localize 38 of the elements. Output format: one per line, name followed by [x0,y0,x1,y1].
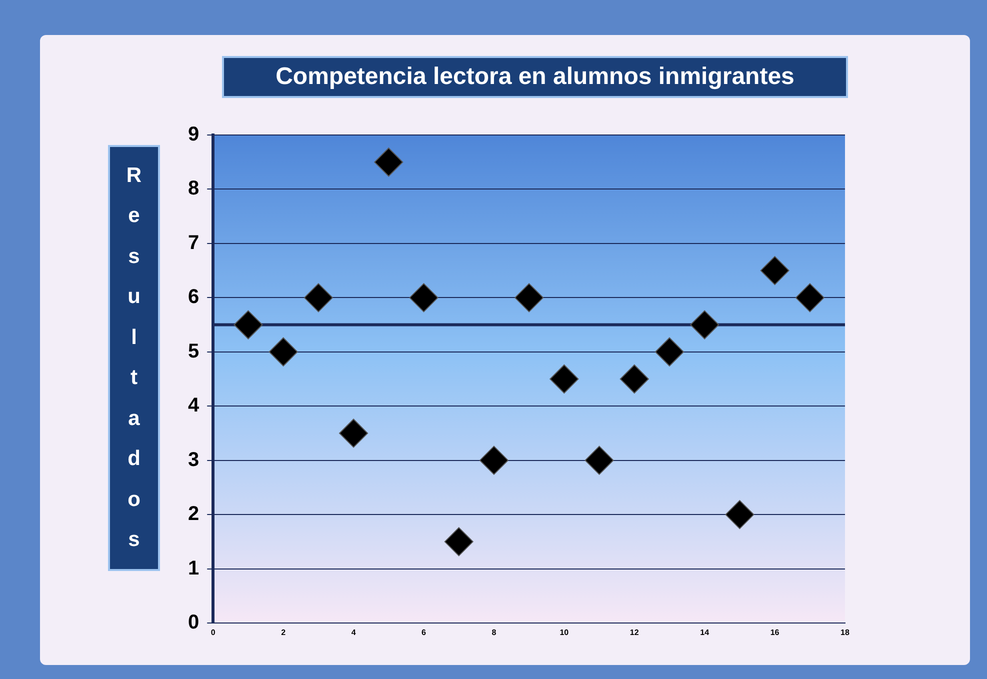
y-tick-label: 5 [188,340,200,362]
point [584,446,614,475]
point [654,337,684,366]
x-tick-label: 0 [210,628,216,638]
point [339,418,368,448]
point [444,527,474,556]
text: Resultados [126,164,142,552]
y-tick-label: 1 [188,557,200,580]
x-tick-label: 2 [281,628,286,638]
y-tick-label: 2 [188,503,200,526]
point [514,283,544,312]
point [725,500,754,530]
point [760,256,790,286]
point [304,283,333,312]
x-tick-label: 14 [700,628,710,638]
x-tick-label: 18 [840,628,850,638]
x-tick-label: 10 [560,628,570,638]
point [268,337,298,366]
x-tick-label: 12 [630,628,640,638]
x-tick-label: 6 [422,628,427,638]
x-tick-label: 16 [770,628,780,638]
point [479,446,508,475]
point [690,310,720,340]
point [795,283,824,312]
point [409,283,438,312]
y-tick-label: 9 [188,124,200,146]
point [620,364,649,394]
y-tick-label: 3 [188,448,200,471]
y-tick-label: 8 [188,178,200,200]
point [234,310,263,340]
y-tick-label: 4 [188,394,200,417]
y-tick-label: 7 [188,232,200,254]
point [374,148,404,177]
point [550,364,579,394]
x-tick-label: 8 [492,628,497,638]
y-tick-label: 6 [188,286,200,308]
chart-title: Competencia lectora en alumnos inmigrantes [222,56,848,98]
x-tick-label: 4 [351,628,356,638]
